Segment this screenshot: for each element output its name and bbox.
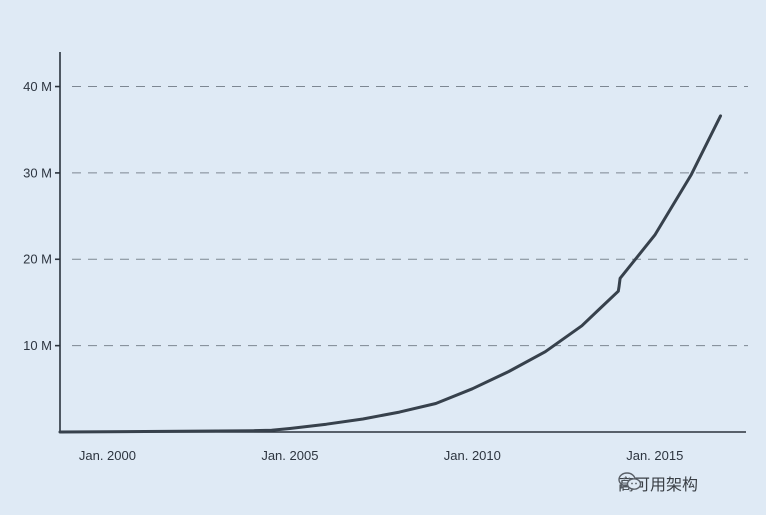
x-tick-label: Jan. 2000 bbox=[79, 448, 136, 463]
x-tick-label: Jan. 2010 bbox=[444, 448, 501, 463]
x-tick-label: Jan. 2015 bbox=[626, 448, 683, 463]
y-tick-label: 10 M bbox=[23, 338, 52, 353]
y-tick-labels: 10 M 20 M 30 M 40 M bbox=[23, 79, 60, 353]
series-line bbox=[58, 114, 722, 434]
wechat-icon bbox=[618, 472, 642, 490]
series bbox=[58, 114, 722, 434]
y-tick-label: 40 M bbox=[23, 79, 52, 94]
gridlines bbox=[72, 86, 748, 347]
x-tick-labels: Jan. 2000 Jan. 2005 Jan. 2010 Jan. 2015 bbox=[79, 448, 683, 463]
watermark: 高可用架构 bbox=[618, 471, 698, 495]
y-tick-label: 20 M bbox=[23, 252, 52, 267]
axes bbox=[59, 52, 746, 433]
y-tick-label: 30 M bbox=[23, 165, 52, 180]
x-tick-label: Jan. 2005 bbox=[261, 448, 318, 463]
